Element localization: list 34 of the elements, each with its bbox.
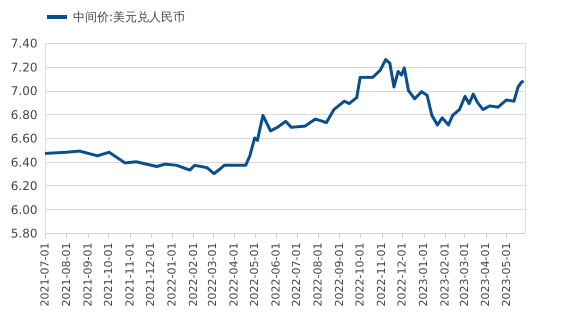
y-tick-label: 7.20 bbox=[10, 60, 38, 74]
y-tick-label: 6.60 bbox=[10, 132, 38, 146]
y-tick-label: 6.40 bbox=[10, 155, 38, 170]
y-tick-label: 6.80 bbox=[10, 108, 38, 122]
x-tick-label: 2022-08-01 bbox=[312, 242, 325, 306]
x-tick-label: 2022-01-01 bbox=[165, 242, 178, 306]
x-tick-label: 2022-12-01 bbox=[396, 242, 409, 306]
x-tick-label: 2023-05-01 bbox=[500, 242, 513, 306]
y-tick-label: 7.40 bbox=[10, 36, 38, 50]
x-tick-label: 2021-08-01 bbox=[60, 242, 73, 306]
x-tick-label: 2022-09-01 bbox=[332, 242, 346, 306]
x-tick-label: 2022-05-01 bbox=[248, 242, 262, 306]
x-tick-label: 2022-03-01 bbox=[206, 242, 220, 306]
y-tick-label: 5.80 bbox=[10, 226, 38, 240]
x-tick-label: 2021-12-01 bbox=[144, 242, 158, 306]
line-series bbox=[44, 58, 526, 176]
x-tick-label: 2023-01-01 bbox=[417, 242, 430, 306]
x-tick-label: 2022-07-01 bbox=[290, 242, 304, 306]
x-tick-label: 2022-10-01 bbox=[354, 242, 367, 306]
x-tick-label: 2021-11-01 bbox=[123, 242, 136, 306]
x-tick-label: 2021-09-01 bbox=[81, 242, 94, 306]
legend-label: 中间价:美元兑人民币 bbox=[73, 10, 186, 24]
x-tick-label: 2023-04-01 bbox=[479, 242, 492, 306]
x-tick-label: 2021-07-01 bbox=[38, 242, 52, 306]
x-tick-label: 2023-02-01 bbox=[438, 242, 452, 306]
x-tick-label: 2021-10-01 bbox=[102, 242, 115, 306]
x-tick-label: 2023-03-01 bbox=[458, 242, 471, 306]
y-tick-label: 6.00 bbox=[10, 202, 38, 217]
x-tick-label: 2022-02-01 bbox=[186, 242, 200, 306]
y-tick-label: 6.20 bbox=[10, 179, 38, 193]
x-tick-label: 2022-04-01 bbox=[227, 242, 240, 306]
y-tick-label: 7.00 bbox=[10, 84, 38, 98]
x-tick-label: 2022-06-01 bbox=[270, 242, 283, 306]
x-tick-label: 2022-11-01 bbox=[375, 242, 388, 306]
